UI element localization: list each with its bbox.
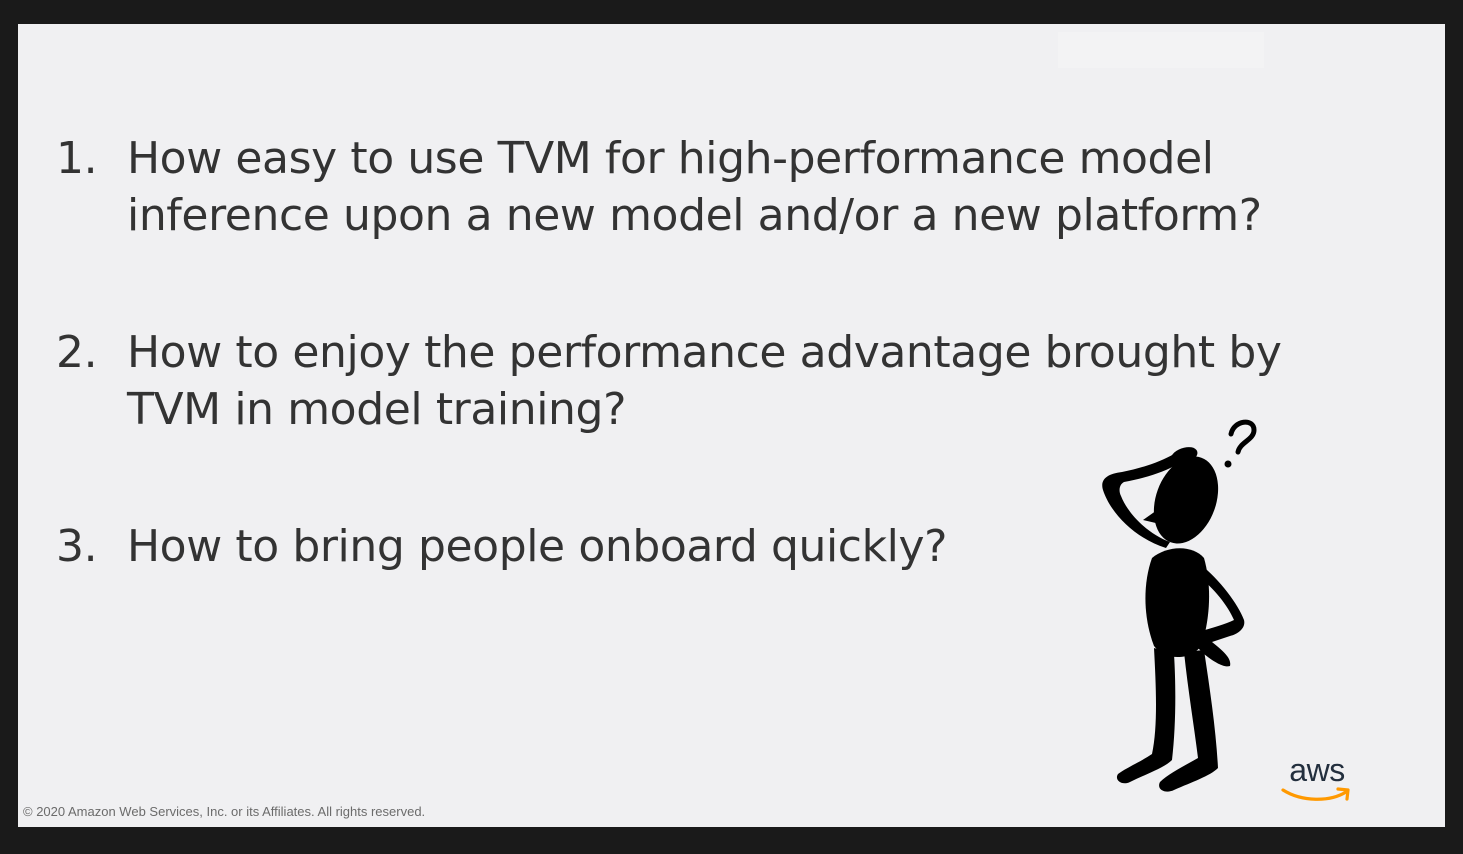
question-item: 1. How easy to use TVM for high-performa… — [56, 130, 1296, 244]
question-text: How to bring people onboard quickly? — [127, 521, 948, 572]
thinking-person-icon — [1102, 419, 1257, 792]
copyright-notice: © 2020 Amazon Web Services, Inc. or its … — [23, 804, 426, 819]
question-item: 3. How to bring people onboard quickly? — [56, 518, 1296, 575]
question-text: How easy to use TVM for high-performance… — [127, 133, 1262, 241]
question-item: 2. How to enjoy the performance advantag… — [56, 324, 1296, 438]
question-list: 1. How easy to use TVM for high-performa… — [56, 130, 1296, 575]
aws-logo: aws — [1280, 752, 1354, 804]
question-number: 2. — [56, 327, 98, 378]
faint-box — [1058, 32, 1264, 68]
aws-logo-text: aws — [1289, 752, 1345, 788]
question-text: How to enjoy the performance advantage b… — [127, 327, 1282, 435]
slide: 1. How easy to use TVM for high-performa… — [18, 24, 1445, 827]
aws-smile-arrow-icon — [1281, 787, 1350, 801]
question-number: 1. — [56, 133, 98, 184]
question-number: 3. — [56, 521, 98, 572]
